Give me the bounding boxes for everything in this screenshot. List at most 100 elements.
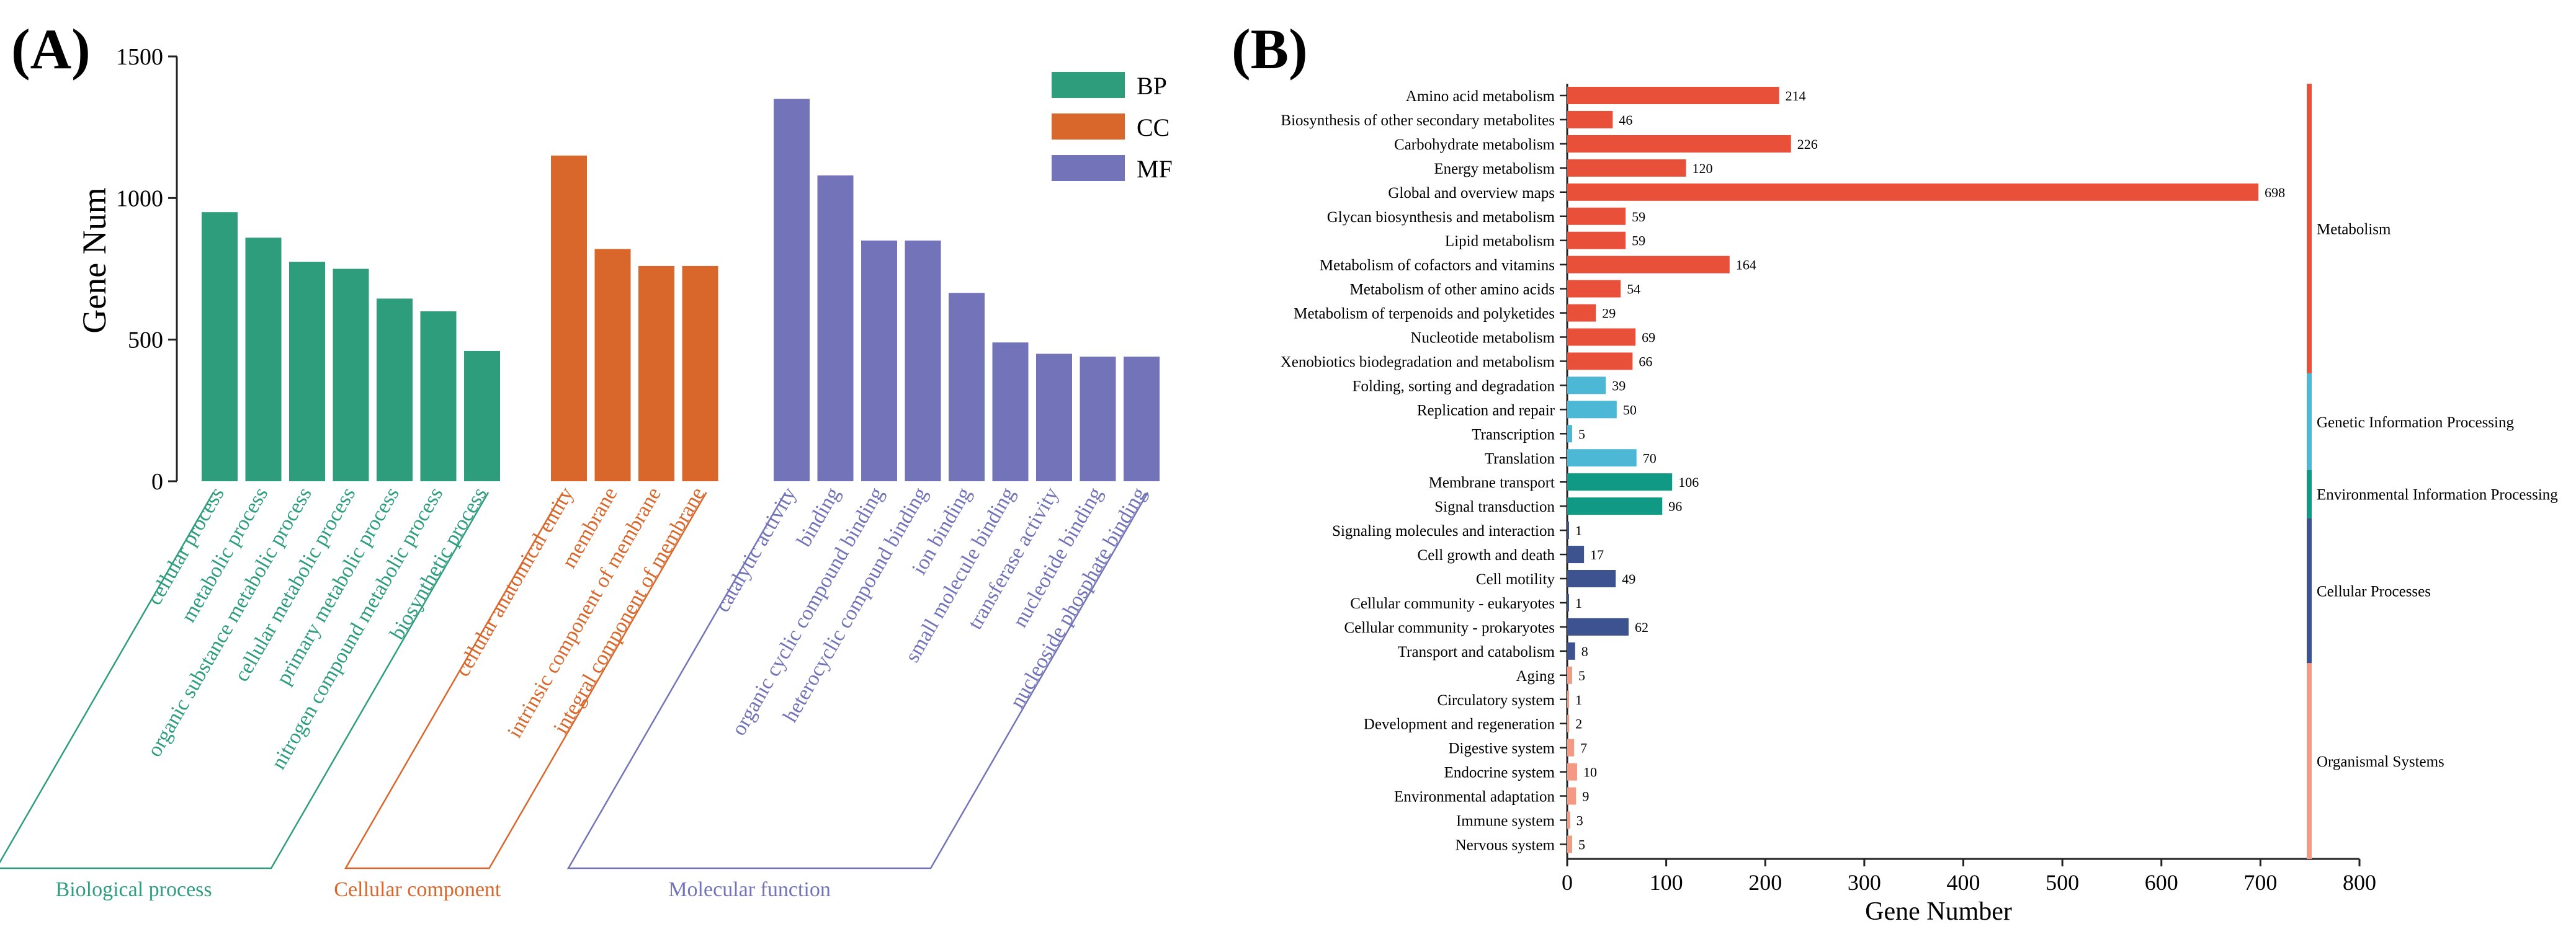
b-cat-label-lipid-metabolism: Lipid metabolism [1445,233,1555,250]
b-cat-label-nucleotide-metabolism: Nucleotide metabolism [1410,330,1555,347]
b-value-label-energy-metabolism: 120 [1693,161,1713,176]
a-group-bracket-biological-process [0,492,490,869]
b-value-label-transcription: 5 [1578,426,1585,442]
b-group-label-genetic-information-processing: Genetic Information Processing [2317,414,2514,431]
b-group-strip-environmental-information-processing [2307,469,2312,518]
b-value-label-glycan-biosynthesis-and-metabolism: 59 [1632,209,1645,224]
b-bar-membrane-transport [1567,473,1673,491]
a-bar-biosynthetic-process [464,350,500,481]
b-cat-label-metabolism-of-cofactors-and-vitamins: Metabolism of cofactors and vitamins [1320,257,1555,274]
a-bar-metabolic-process [245,238,282,481]
b-bar-cellular-community-prokaryotes [1567,618,1629,636]
b-value-label-transport-and-catabolism: 8 [1581,644,1588,659]
b-bar-cell-motility [1567,570,1616,587]
b-cat-label-amino-acid-metabolism: Amino acid metabolism [1406,88,1555,105]
b-bar-cell-growth-and-death [1567,546,1585,564]
b-value-label-circulatory-system: 1 [1575,692,1582,708]
b-bar-metabolism-of-other-amino-acids [1567,280,1621,298]
a-bar-nucleoside-phosphate-binding [1124,357,1160,481]
b-cat-label-aging: Aging [1516,668,1555,685]
b-bar-lipid-metabolism [1567,231,1626,249]
b-bar-immune-system [1567,811,1570,829]
a-group-bracket-molecular-function [566,492,1149,869]
a-bar-cellular-anatomical-entity [551,155,587,482]
b-value-label-amino-acid-metabolism: 214 [1786,88,1806,104]
a-legend-label-mf: MF [1137,155,1173,183]
b-bar-endocrine-system [1567,763,1577,781]
b-cat-label-replication-and-repair: Replication and repair [1417,402,1555,419]
a-y-tick-label: 0 [151,469,163,495]
b-value-label-carbohydrate-metabolism: 226 [1797,136,1818,152]
b-value-label-xenobiotics-biodegradation-and-metabolism: 66 [1639,353,1652,369]
a-bar-ion-binding [949,293,985,481]
a-bar-nitrogen-compound-metabolic-process [420,311,457,481]
b-x-tick-label: 600 [2145,870,2178,895]
panel-a-y-axis: 0 500 1000 1500 [116,44,178,495]
a-bar-primary-metabolic-process [377,298,413,481]
b-cat-label-carbohydrate-metabolism: Carbohydrate metabolism [1394,136,1555,153]
b-cat-label-folding-sorting-and-degradation: Folding, sorting and degradation [1353,378,1555,394]
a-y-tick-label: 1500 [116,44,163,70]
b-cat-label-transport-and-catabolism: Transport and catabolism [1398,644,1555,660]
a-group-label-molecular-function: Molecular function [668,878,831,901]
a-group-label-biological-process: Biological process [56,878,212,901]
b-value-label-replication-and-repair: 50 [1623,402,1637,417]
b-value-label-cell-growth-and-death: 17 [1590,547,1604,562]
b-x-tick-label: 700 [2243,870,2277,895]
a-bar-membrane [594,249,631,481]
b-cat-label-cell-growth-and-death: Cell growth and death [1418,547,1555,564]
b-cat-label-cellular-community-eukaryotes: Cellular community - eukaryotes [1350,595,1555,612]
b-bar-energy-metabolism [1567,159,1686,177]
b-bar-metabolism-of-cofactors-and-vitamins [1567,256,1730,273]
a-bar-integral-component-of-membrane [682,265,718,481]
b-cat-label-circulatory-system: Circulatory system [1437,692,1555,709]
a-group-bracket-cellular-component [344,492,707,869]
b-bar-glycan-biosynthesis-and-metabolism [1567,207,1626,225]
b-x-tick-label: 500 [2046,870,2079,895]
b-cat-label-xenobiotics-biodegradation-and-metabolism: Xenobiotics biodegradation and metabolis… [1281,353,1555,370]
b-value-label-signaling-molecules-and-interaction: 1 [1575,523,1582,538]
b-cat-label-biosynthesis-of-other-secondary-metabolites: Biosynthesis of other secondary metaboli… [1281,112,1555,129]
b-x-tick-label: 200 [1748,870,1782,895]
a-y-tick-label: 1000 [116,185,163,211]
panel-b-x-axis-title: Gene Number [1865,897,2012,926]
b-value-label-cellular-community-prokaryotes: 62 [1635,620,1648,635]
b-bar-carbohydrate-metabolism [1567,135,1791,153]
b-group-strip-metabolism [2307,84,2312,373]
b-cat-label-transcription: Transcription [1472,426,1555,443]
b-bar-global-and-overview-maps [1567,183,2259,201]
b-value-label-global-and-overview-maps: 698 [2265,185,2285,200]
b-cat-label-nervous-system: Nervous system [1456,837,1555,853]
a-legend-label-cc: CC [1137,113,1169,141]
panel-a-y-axis-title: Gene Num [76,187,113,333]
b-cat-label-signaling-molecules-and-interaction: Signaling molecules and interaction [1332,523,1555,540]
b-cat-label-cell-motility: Cell motility [1476,571,1555,588]
a-legend-swatch-bp [1052,72,1125,98]
b-value-label-signal-transduction: 96 [1668,499,1682,514]
b-value-label-metabolism-of-terpenoids-and-polyketides: 29 [1602,306,1616,321]
panel-b-kegg-chart: (B) 0 100 200 300 400 500 600 700 800 2144622612… [1232,17,2558,926]
panel-b-x-axis: 0 100 200 300 400 500 600 700 800 [1560,84,2376,895]
panel-a-label: (A) [11,17,91,81]
a-bar-cellular-metabolic-process [333,269,369,481]
b-cat-label-signal-transduction: Signal transduction [1434,499,1555,515]
b-bar-circulatory-system [1567,690,1569,708]
b-group-label-cellular-processes: Cellular Processes [2317,583,2431,600]
b-bar-xenobiotics-biodegradation-and-metabolism [1567,352,1633,370]
b-value-label-development-and-regeneration: 2 [1575,716,1582,732]
b-value-label-immune-system: 3 [1576,813,1583,829]
b-group-label-environmental-information-processing: Environmental Information Processing [2317,487,2558,504]
panel-a-legend: BP CC MF [1052,72,1173,183]
a-bar-organic-substance-metabolic-process [289,262,325,481]
b-value-label-digestive-system: 7 [1580,740,1587,756]
b-cat-label-energy-metabolism: Energy metabolism [1434,161,1555,177]
b-x-tick-label: 800 [2343,870,2376,895]
b-bar-development-and-regeneration [1567,714,1570,732]
panel-a-bars [202,99,1160,482]
b-bar-replication-and-repair [1567,401,1617,419]
a-bar-nucleotide-binding [1080,357,1116,481]
b-cat-label-metabolism-of-other-amino-acids: Metabolism of other amino acids [1350,282,1555,298]
b-bar-translation [1567,449,1637,467]
b-bar-signal-transduction [1567,497,1663,515]
